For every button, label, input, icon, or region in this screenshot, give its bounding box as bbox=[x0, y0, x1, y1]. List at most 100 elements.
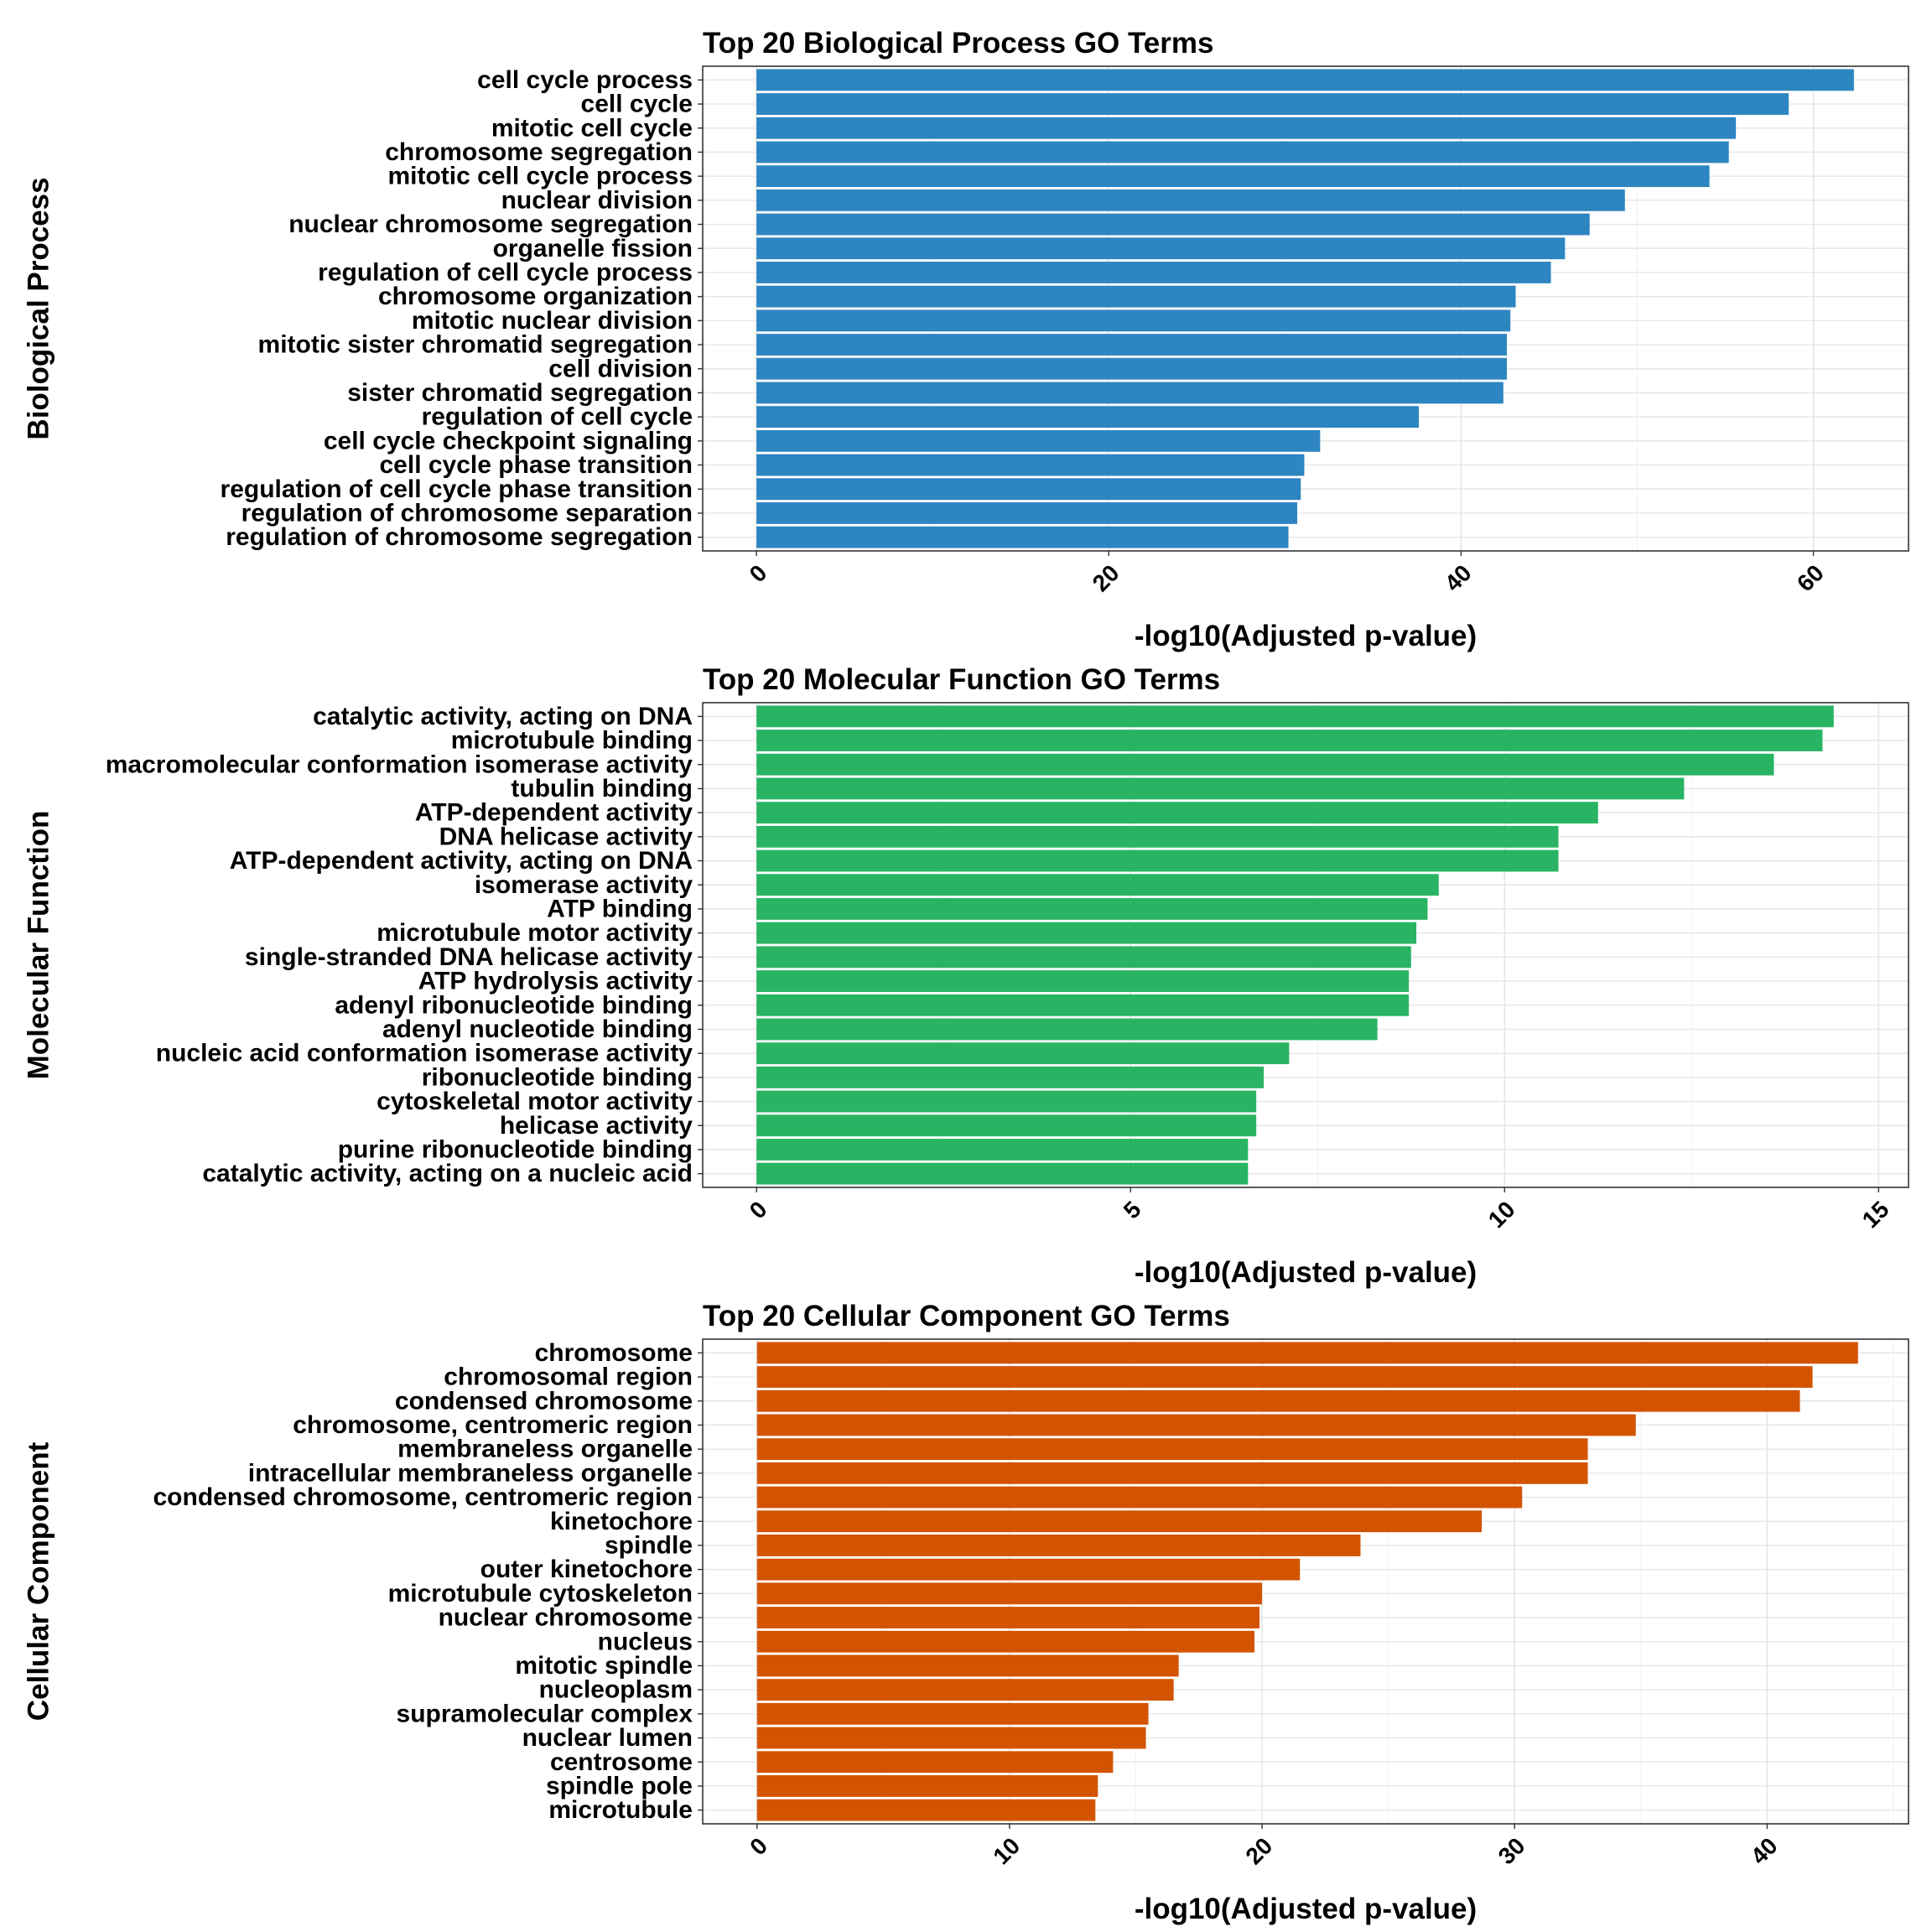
bar-centrosome bbox=[756, 1751, 1114, 1774]
bar-nucleoplasm bbox=[756, 1679, 1174, 1701]
category-label: catalytic activity, acting on a nucleic … bbox=[202, 1160, 693, 1187]
bar-mitotic-cell-cycle bbox=[756, 117, 1737, 139]
category-label: cytoskeletal motor activity bbox=[377, 1088, 693, 1115]
category-label: membraneless organelle bbox=[397, 1436, 693, 1463]
category-label: regulation of cell cycle bbox=[422, 403, 693, 431]
category-label: ATP hydrolysis activity bbox=[418, 968, 693, 995]
x-tick-labels: 0 20 40 60 bbox=[745, 551, 1829, 596]
bar-isomerase-activity bbox=[756, 874, 1439, 896]
bar-cell-cycle-process bbox=[756, 69, 1854, 91]
x-axis-label: -log10(Adjusted p-value) bbox=[1135, 1893, 1477, 1925]
category-label: cell cycle checkpoint signaling bbox=[324, 427, 693, 454]
bar-adenyl-nucleotide-binding bbox=[756, 1018, 1378, 1041]
bar-nuclear-chromosome-segregation bbox=[756, 213, 1590, 236]
bar-supramolecular-complex bbox=[756, 1702, 1149, 1725]
chart-panel-molecular-function: catalytic activity, acting on DNAmicrotu… bbox=[23, 663, 1909, 1289]
category-label: chromosome organization bbox=[378, 283, 693, 310]
bar-ribonucleotide-binding bbox=[756, 1066, 1265, 1088]
category-label: ATP-dependent activity bbox=[415, 799, 693, 827]
chart-title: Top 20 Cellular Component GO Terms bbox=[703, 1300, 1230, 1332]
x-tick-label: 20 bbox=[1088, 559, 1124, 596]
category-label: DNA helicase activity bbox=[439, 823, 693, 850]
x-tick-label: 0 bbox=[745, 559, 772, 587]
bar-sister-chromatid-segregation bbox=[756, 382, 1504, 404]
bar-mitotic-cell-cycle-process bbox=[756, 165, 1710, 188]
bar-regulation-of-cell-cycle-process bbox=[756, 262, 1551, 283]
bar-purine-ribonucleotide-binding bbox=[756, 1139, 1249, 1161]
y-axis-label: Biological Process bbox=[23, 177, 55, 439]
bar-chromosome-segregation bbox=[756, 141, 1729, 164]
bar-condensed-chromosome bbox=[756, 1389, 1800, 1412]
panel-border bbox=[702, 702, 1909, 1188]
category-label: chromosome bbox=[535, 1339, 693, 1367]
category-label: microtubule motor activity bbox=[377, 919, 693, 947]
category-label: cell cycle process bbox=[477, 66, 693, 94]
category-label: catalytic activity, acting on DNA bbox=[313, 703, 693, 730]
category-label: nucleoplasm bbox=[539, 1676, 693, 1704]
category-label: sister chromatid segregation bbox=[347, 379, 693, 407]
bar-nuclear-division bbox=[756, 189, 1625, 211]
category-label: cell division bbox=[548, 355, 693, 382]
category-label: chromosomal region bbox=[444, 1363, 693, 1391]
category-label: mitotic cell cycle process bbox=[387, 163, 693, 190]
category-label: centrosome bbox=[550, 1748, 693, 1776]
category-label: supramolecular complex bbox=[397, 1700, 693, 1727]
bar-chromosomal-region bbox=[756, 1366, 1813, 1388]
x-tick-label: 40 bbox=[1746, 1832, 1783, 1869]
category-label: regulation of chromosome separation bbox=[242, 499, 693, 527]
x-tick-label: 0 bbox=[745, 1196, 772, 1223]
x-tick-labels: 0 5 10 15 bbox=[745, 1187, 1894, 1233]
bar-nucleic-acid-conformation-isomerase-activity bbox=[756, 1042, 1290, 1065]
bar-cell-division bbox=[756, 357, 1508, 380]
category-label: intracellular membraneless organelle bbox=[248, 1459, 693, 1487]
category-label: cell cycle bbox=[581, 91, 693, 118]
x-tick-labels: 0 10 20 30 40 bbox=[745, 1824, 1783, 1869]
bar-macromolecular-conformation-isomerase-activity bbox=[756, 753, 1774, 776]
bar-chromosome-centromeric-region bbox=[756, 1414, 1636, 1436]
category-label: helicase activity bbox=[500, 1112, 693, 1140]
category-label: tubulin binding bbox=[511, 775, 693, 802]
bar-outer-kinetochore bbox=[756, 1558, 1301, 1581]
bar-nuclear-lumen bbox=[756, 1727, 1146, 1749]
category-label: ribonucleotide binding bbox=[422, 1063, 693, 1091]
x-tick-label: 30 bbox=[1493, 1832, 1530, 1869]
chart-title: Top 20 Molecular Function GO Terms bbox=[703, 663, 1220, 696]
bar-mitotic-sister-chromatid-segregation bbox=[756, 334, 1508, 356]
category-label: organelle fission bbox=[493, 235, 693, 262]
plot-background bbox=[703, 66, 1909, 551]
y-axis-label: Molecular Function bbox=[23, 811, 55, 1080]
category-label: regulation of cell cycle phase transitio… bbox=[221, 475, 693, 503]
bar-cell-cycle bbox=[756, 93, 1789, 115]
bar-nuclear-chromosome bbox=[756, 1607, 1260, 1628]
bar-chromosome bbox=[756, 1342, 1858, 1364]
bar-atp-hydrolysis-activity bbox=[756, 970, 1410, 992]
category-label: ATP binding bbox=[547, 895, 693, 922]
bar-mitotic-nuclear-division bbox=[756, 309, 1511, 332]
category-labels: catalytic activity, acting on DNAmicrotu… bbox=[106, 703, 703, 1187]
bar-helicase-activity bbox=[756, 1114, 1257, 1137]
y-axis-label: Cellular Component bbox=[23, 1441, 55, 1721]
bar-nucleus bbox=[756, 1630, 1255, 1653]
bar-dna-helicase-activity bbox=[756, 825, 1559, 848]
x-tick-label: 5 bbox=[1119, 1196, 1146, 1223]
category-label: microtubule binding bbox=[451, 727, 693, 755]
category-label: cell cycle phase transition bbox=[380, 451, 693, 479]
category-label: isomerase activity bbox=[475, 871, 693, 899]
category-label: nuclear chromosome segregation bbox=[288, 210, 693, 238]
bar-adenyl-ribonucleotide-binding bbox=[756, 994, 1410, 1016]
bar-atp-dependent-activity bbox=[756, 802, 1598, 824]
category-label: spindle pole bbox=[546, 1772, 693, 1800]
bar-chromosome-organization bbox=[756, 285, 1516, 308]
x-tick-label: 0 bbox=[745, 1832, 772, 1860]
bar-regulation-of-cell-cycle bbox=[756, 406, 1419, 428]
bar-single-stranded-dna-helicase-activity bbox=[756, 946, 1411, 969]
bar-membraneless-organelle bbox=[756, 1438, 1588, 1461]
x-axis-label: -log10(Adjusted p-value) bbox=[1135, 620, 1477, 652]
category-label: outer kinetochore bbox=[480, 1555, 693, 1583]
category-label: adenyl ribonucleotide binding bbox=[335, 991, 693, 1019]
bars bbox=[756, 1342, 1858, 1821]
bars bbox=[756, 705, 1834, 1185]
